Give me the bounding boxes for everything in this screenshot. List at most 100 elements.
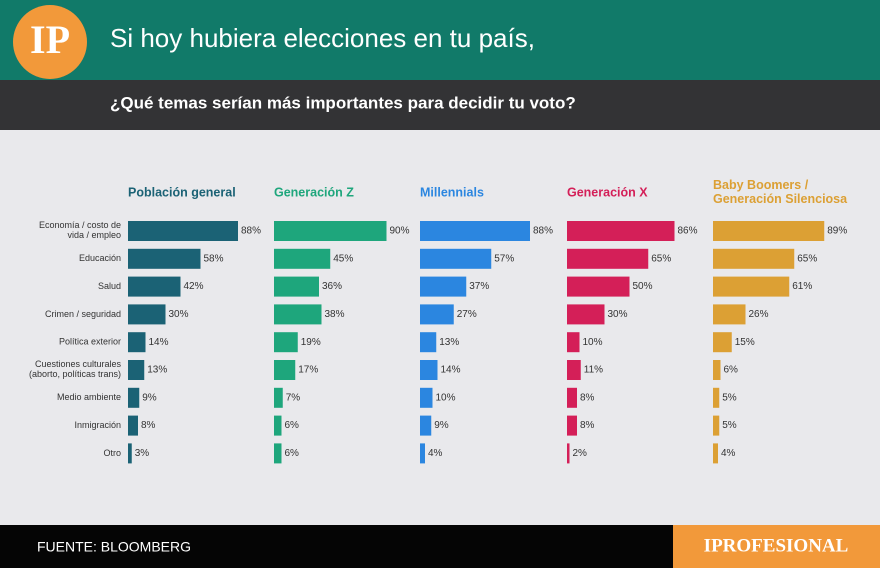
value-label: 26% bbox=[749, 309, 769, 320]
bar bbox=[713, 248, 795, 269]
value-label: 30% bbox=[169, 309, 189, 320]
brand: IPROFESIONAL bbox=[704, 535, 849, 556]
header-band bbox=[0, 0, 880, 80]
value-label: 8% bbox=[580, 392, 595, 403]
value-label: 15% bbox=[735, 337, 755, 348]
bar bbox=[567, 443, 570, 464]
value-label: 3% bbox=[135, 448, 150, 459]
category-label: Medio ambiente bbox=[57, 392, 121, 402]
bar bbox=[128, 387, 140, 408]
bar bbox=[420, 304, 454, 325]
bar bbox=[420, 415, 432, 436]
bar bbox=[274, 387, 283, 408]
bar bbox=[128, 332, 146, 353]
value-label: 86% bbox=[678, 226, 698, 237]
value-label: 10% bbox=[436, 392, 456, 403]
category-label: Economía / costo de vida / empleo bbox=[39, 220, 121, 240]
value-label: 90% bbox=[390, 226, 410, 237]
bar bbox=[128, 360, 145, 380]
value-label: 8% bbox=[141, 420, 156, 431]
bar bbox=[567, 387, 577, 408]
value-label: 13% bbox=[147, 365, 167, 376]
logo bbox=[13, 5, 87, 79]
value-label: 6% bbox=[724, 365, 739, 376]
bar bbox=[420, 276, 467, 297]
category-label: Salud bbox=[98, 281, 121, 291]
bar bbox=[274, 276, 319, 297]
bar bbox=[420, 443, 425, 464]
value-label: 9% bbox=[434, 420, 449, 431]
value-label: 9% bbox=[142, 392, 157, 403]
value-label: 8% bbox=[580, 420, 595, 431]
chart-subtitle: ¿Qué temas serían más importantes para d… bbox=[110, 93, 576, 112]
subtitle-band bbox=[0, 80, 880, 130]
legend-label: Baby Boomers / Generación Silenciosa bbox=[713, 178, 848, 206]
value-label: 10% bbox=[583, 337, 603, 348]
bar bbox=[420, 360, 438, 380]
value-label: 11% bbox=[584, 365, 603, 376]
category-label: Cuestiones culturales (aborto, políticas … bbox=[29, 359, 122, 379]
source: FUENTE: BLOOMBERG bbox=[37, 539, 191, 555]
chart-area bbox=[0, 130, 880, 525]
bar bbox=[567, 360, 581, 380]
value-label: 50% bbox=[633, 281, 653, 292]
value-label: 37% bbox=[469, 281, 489, 292]
bar bbox=[567, 304, 605, 325]
value-label: 30% bbox=[608, 309, 628, 320]
bar bbox=[713, 332, 732, 353]
bar bbox=[567, 332, 580, 353]
value-label: 7% bbox=[286, 392, 301, 403]
value-label: 27% bbox=[457, 309, 477, 320]
bar bbox=[420, 221, 530, 241]
value-label: 14% bbox=[441, 365, 461, 376]
chart-title: Si hoy hubiera elecciones en tu país, bbox=[110, 23, 535, 53]
bar bbox=[274, 360, 296, 380]
bar bbox=[420, 248, 492, 269]
bar bbox=[713, 415, 720, 436]
value-label: 14% bbox=[149, 337, 169, 348]
value-label: 38% bbox=[325, 309, 345, 320]
legend-label: Generación X bbox=[567, 185, 648, 199]
category-label: Inmigración bbox=[74, 420, 121, 430]
value-label: 4% bbox=[428, 448, 443, 459]
value-label: 36% bbox=[322, 281, 342, 292]
bar bbox=[567, 276, 630, 297]
bar bbox=[274, 415, 282, 436]
bar bbox=[420, 387, 433, 408]
value-label: 65% bbox=[797, 253, 817, 264]
category-label: Otro bbox=[103, 448, 121, 458]
value-label: 17% bbox=[298, 365, 318, 376]
value-label: 61% bbox=[792, 281, 812, 292]
value-label: 65% bbox=[651, 253, 671, 264]
bar bbox=[713, 276, 790, 297]
value-label: 88% bbox=[533, 226, 553, 237]
value-label: 6% bbox=[285, 448, 300, 459]
value-label: 89% bbox=[827, 226, 847, 237]
bar bbox=[420, 332, 437, 353]
bar bbox=[713, 304, 746, 325]
bar bbox=[567, 221, 675, 241]
value-label: 88% bbox=[241, 226, 261, 237]
legend-label: Millennials bbox=[420, 185, 484, 199]
value-label: 4% bbox=[721, 448, 736, 459]
value-label: 13% bbox=[439, 337, 459, 348]
bar bbox=[274, 332, 298, 353]
value-label: 5% bbox=[722, 392, 737, 403]
bar bbox=[274, 221, 387, 241]
value-label: 6% bbox=[285, 420, 300, 431]
value-label: 5% bbox=[722, 420, 737, 431]
value-label: 2% bbox=[573, 448, 588, 459]
value-label: 58% bbox=[204, 253, 224, 264]
bar bbox=[128, 304, 166, 325]
category-label: Crimen / seguridad bbox=[45, 309, 121, 319]
bar bbox=[713, 221, 825, 241]
bar bbox=[274, 248, 331, 269]
category-label: Educación bbox=[79, 253, 121, 263]
bar bbox=[128, 221, 238, 241]
legend-label: Población general bbox=[128, 185, 236, 199]
value-label: 19% bbox=[301, 337, 321, 348]
bar bbox=[713, 443, 718, 464]
bar bbox=[713, 360, 721, 380]
